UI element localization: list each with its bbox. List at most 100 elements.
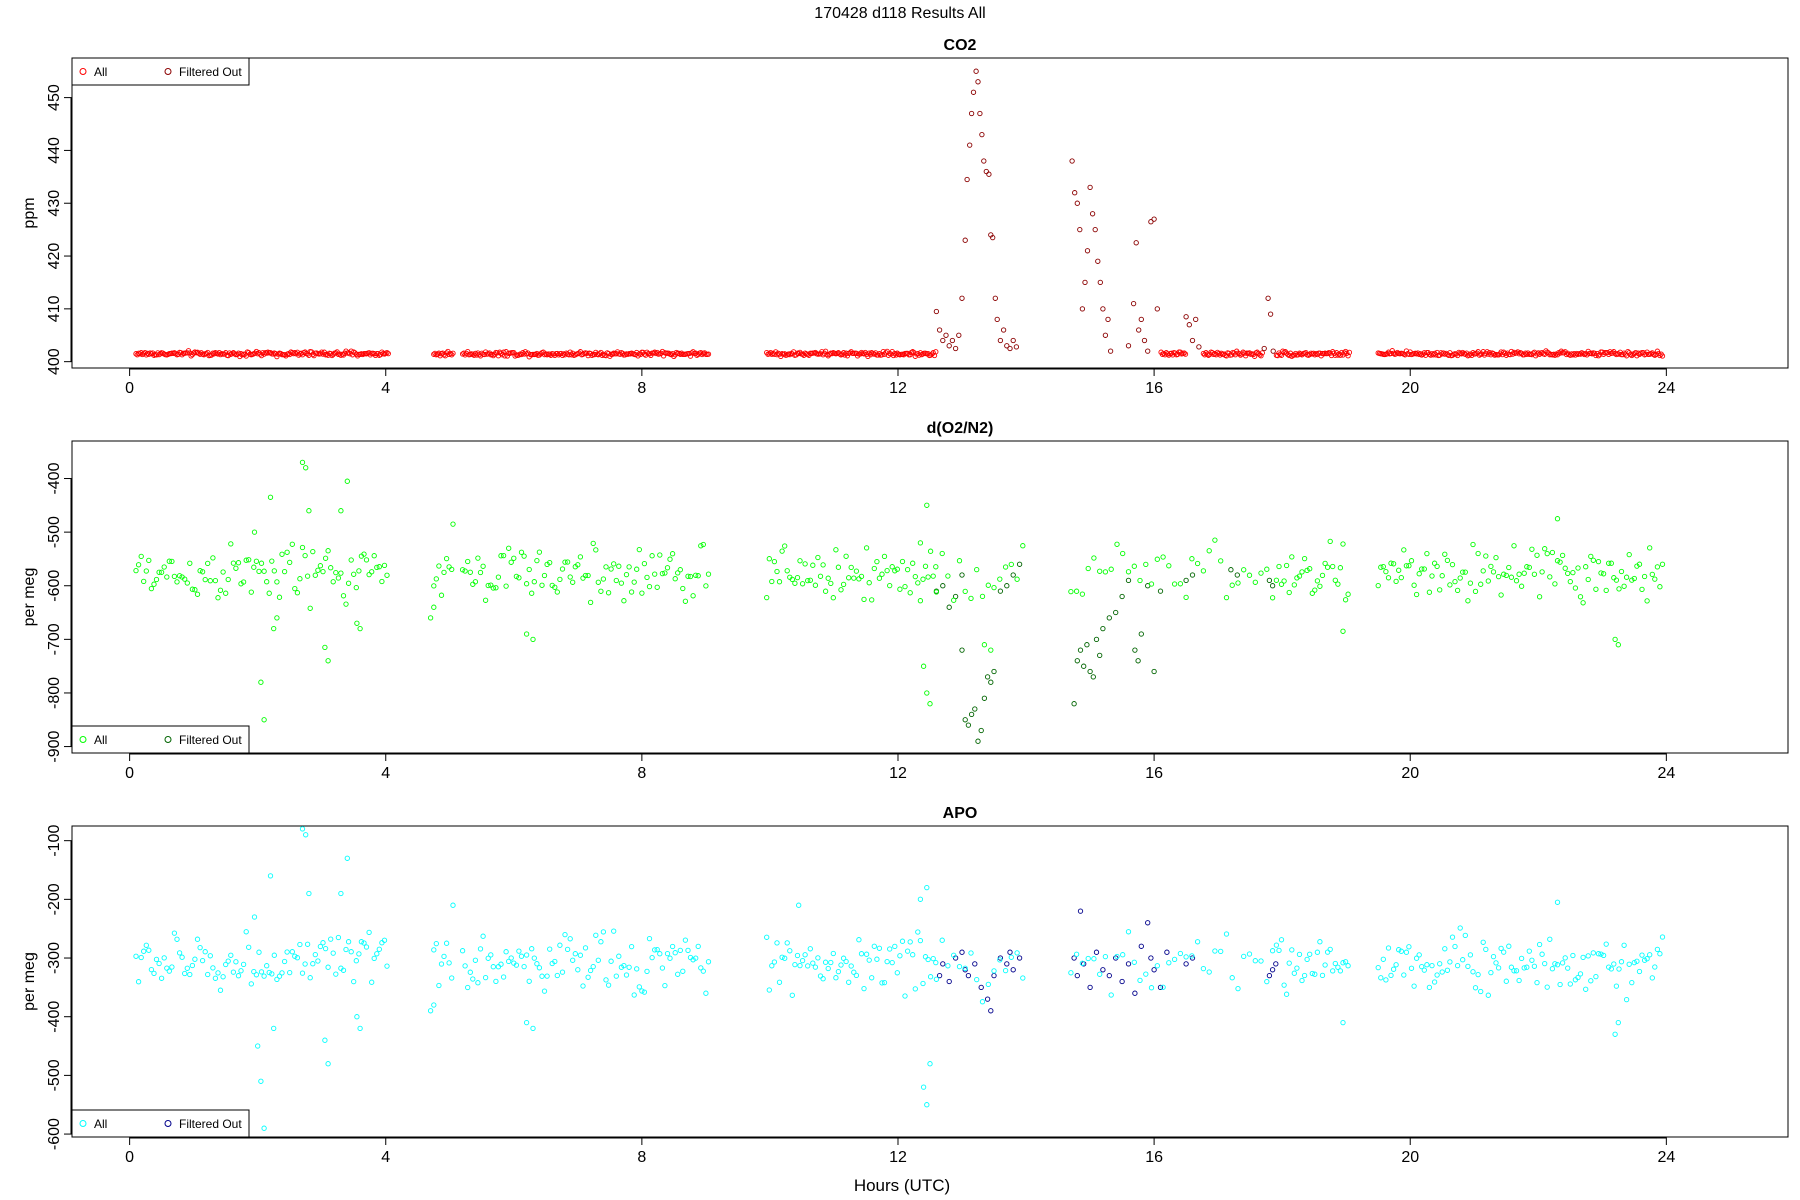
data-point [1452, 943, 1458, 950]
data-point [577, 554, 584, 560]
data-point [769, 963, 775, 969]
data-point [634, 566, 640, 572]
x-axis: 0 4 8 12 16 20 24 [125, 1137, 1675, 1166]
data-point [1241, 567, 1247, 573]
data-point [822, 959, 829, 965]
legend-label-all: All [94, 1117, 107, 1131]
data-point [1014, 950, 1020, 956]
data-points [133, 459, 1666, 744]
filtered-point [1183, 577, 1189, 584]
data-point [1385, 575, 1392, 581]
filtered-point [1270, 348, 1276, 354]
data-point [212, 975, 219, 981]
filtered-point [1082, 279, 1088, 286]
data-point [141, 350, 147, 357]
data-point [1612, 636, 1618, 643]
x-tick-label: 4 [381, 1149, 390, 1166]
data-point [595, 957, 601, 963]
data-point [1644, 956, 1650, 962]
data-point [1490, 953, 1497, 960]
data-point [939, 550, 945, 557]
data-point [230, 560, 237, 566]
data-point [304, 573, 311, 579]
data-point [217, 987, 224, 993]
data-point [1307, 951, 1313, 957]
data-point [215, 595, 221, 601]
data-point [1444, 557, 1451, 564]
data-point [991, 968, 997, 974]
data-point [843, 553, 849, 559]
data-point [825, 575, 831, 581]
data-point [281, 568, 288, 575]
data-point [1120, 952, 1126, 958]
data-point [1408, 558, 1415, 564]
data-point [534, 557, 540, 564]
data-point [1335, 581, 1341, 587]
data-point [590, 963, 596, 970]
data-point [1291, 970, 1297, 976]
data-point [910, 349, 916, 355]
data-point [1252, 579, 1258, 585]
data-point [851, 575, 857, 581]
data-point [261, 717, 267, 723]
data-point [284, 949, 290, 955]
y-tick-label: -200 [46, 883, 63, 915]
data-point [1014, 576, 1020, 582]
data-point [184, 965, 190, 971]
data-point [1506, 564, 1512, 571]
data-point [922, 563, 929, 569]
data-point [325, 1061, 331, 1067]
data-point [1393, 578, 1399, 585]
data-point [593, 932, 599, 938]
data-point [705, 959, 712, 965]
legend-marker-all [79, 1120, 87, 1127]
data-point [1276, 947, 1282, 954]
data-point [1312, 587, 1318, 593]
data-point [869, 975, 875, 981]
y-tick-label: -600 [46, 570, 63, 602]
x-tick-label: 24 [1657, 1149, 1675, 1166]
data-point [431, 947, 437, 953]
data-point [1085, 565, 1091, 572]
data-point [1570, 569, 1576, 576]
data-point [251, 529, 258, 535]
data-point [1419, 566, 1425, 572]
data-point [1654, 564, 1661, 570]
data-point [1258, 353, 1264, 359]
data-point [881, 979, 888, 986]
data-point [530, 636, 536, 643]
plot-frame [71, 825, 1789, 1138]
data-point [1554, 899, 1561, 905]
y-tick-label: -900 [46, 730, 63, 762]
data-point [427, 615, 434, 621]
data-point [1396, 567, 1402, 573]
data-point [1424, 962, 1430, 968]
data-point [443, 940, 450, 946]
data-point [500, 552, 507, 559]
chart-panel-1: d(O2/N2) per meg 0 4 8 12 16 20 24 -400 -500 -600 -7… [21, 420, 1789, 782]
data-point [272, 351, 279, 357]
x-tick-label: 16 [1145, 765, 1163, 782]
filtered-point [991, 668, 997, 675]
data-point [529, 946, 535, 952]
data-point [201, 352, 207, 358]
data-point [657, 951, 663, 957]
data-point [861, 596, 867, 603]
data-point [1396, 947, 1402, 953]
data-point [1472, 588, 1479, 595]
data-point [1434, 563, 1440, 570]
data-point [351, 571, 357, 577]
data-point [764, 934, 770, 940]
filtered-point [959, 647, 965, 653]
data-point [143, 942, 149, 948]
data-point [379, 578, 385, 585]
data-point [876, 575, 883, 581]
filtered-point [1087, 984, 1093, 991]
data-point [769, 578, 775, 585]
data-point [652, 947, 658, 953]
data-point [1085, 955, 1091, 962]
data-point [1503, 978, 1509, 984]
data-point [1229, 975, 1235, 981]
filtered-point [978, 984, 984, 991]
data-point [1598, 570, 1604, 576]
